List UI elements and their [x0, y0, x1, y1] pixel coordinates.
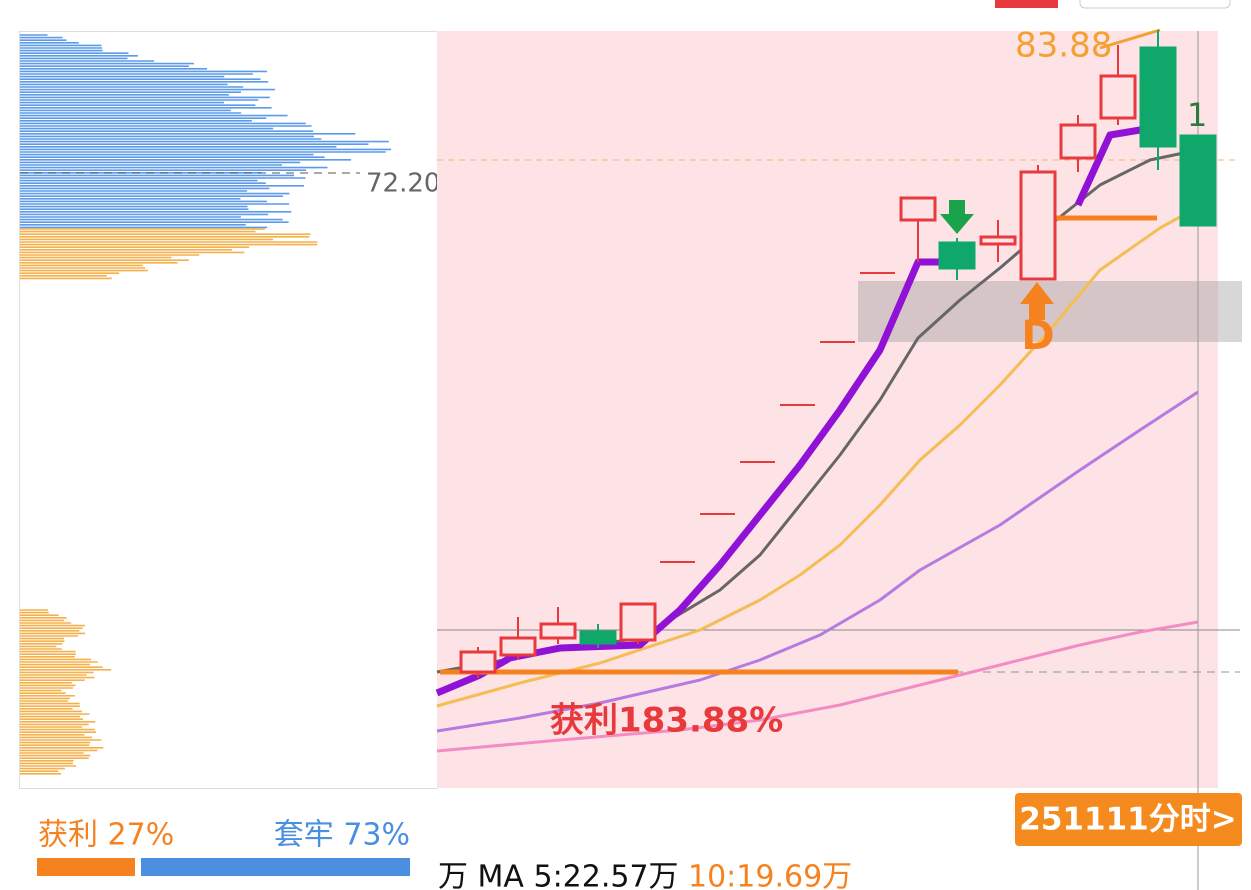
candle-body: [1139, 46, 1177, 148]
candle-body: [979, 235, 1017, 246]
trapped-bar: [141, 858, 410, 876]
high-price: 83.88: [1015, 26, 1112, 66]
trapped-ratio: 套牢 73%: [274, 818, 410, 853]
ma-line: [436, 205, 1199, 708]
candle-body: [938, 241, 976, 270]
trend-line: [1074, 126, 1141, 207]
intraday-button-label[interactable]: 251111分时>: [1019, 802, 1236, 838]
ma-line: [1099, 28, 1161, 50]
profit-annotation: 获利183.88%: [550, 701, 783, 741]
level-dashes: [660, 272, 895, 563]
marker-label: 1: [1187, 96, 1207, 134]
candle-body: [899, 196, 937, 222]
candle-body: [1099, 74, 1137, 120]
profit-bar: [37, 858, 135, 876]
intraday-button[interactable]: [1015, 793, 1242, 846]
ma-line: [436, 390, 1199, 733]
trend-line: [435, 258, 960, 697]
candle-body: [1019, 170, 1057, 281]
tab-indicator: [995, 0, 1058, 8]
candle-body: [459, 650, 497, 674]
volume-ma5: 万 MA 5:22.57万: [438, 860, 679, 890]
down-arrow: [940, 200, 974, 234]
candle-body: [1059, 123, 1097, 160]
candles: [459, 30, 1217, 678]
avg-cost-label: 72.20: [366, 169, 440, 199]
up-arrow: [1020, 282, 1054, 320]
moving-averages: [435, 28, 1199, 753]
candle-body: [499, 636, 537, 657]
candle-body: [539, 622, 577, 640]
volume-ma10: 10:19.69万: [688, 860, 852, 890]
chip-distribution: [20, 34, 392, 775]
candle-body: [579, 630, 617, 645]
candle-body: [1179, 134, 1217, 227]
top-button[interactable]: [1079, 0, 1231, 9]
candle-body: [619, 602, 657, 642]
signal-label: D: [1021, 313, 1054, 359]
profit-ratio: 获利 27%: [38, 818, 174, 853]
ma-line: [436, 620, 1199, 753]
